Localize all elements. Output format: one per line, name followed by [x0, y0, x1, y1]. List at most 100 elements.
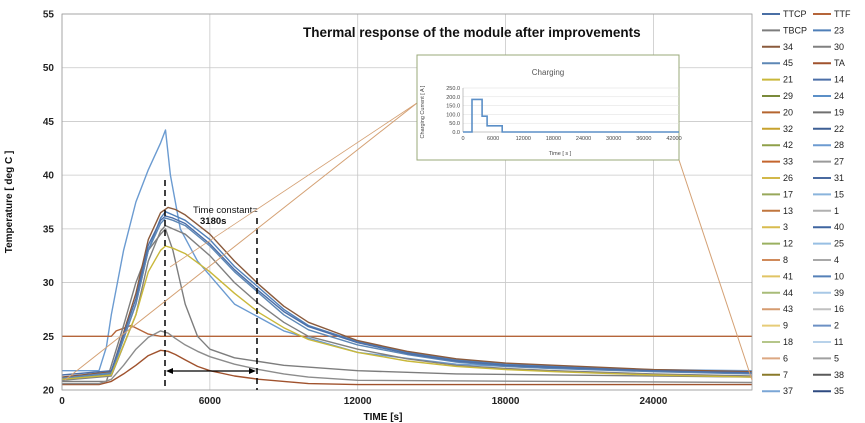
legend-label: 35: [834, 386, 844, 396]
time-constant-annotation: Time constant= 3180s: [164, 180, 258, 390]
legend-label: TA: [834, 58, 845, 68]
legend-label: 43: [783, 304, 793, 314]
legend-label: 40: [834, 222, 844, 232]
series-line-30: [61, 224, 753, 381]
series-line-21: [61, 245, 753, 380]
legend-label: 21: [783, 75, 793, 85]
inset-plot: 0.0 50.0 100.0 150.0 200.0 250.0 0 6000 12000 180…: [446, 86, 681, 142]
legend-label: 44: [783, 288, 793, 298]
y-tick-label: 20: [43, 386, 55, 397]
legend-label: 9: [783, 321, 788, 331]
series-line-ttcp: [62, 129, 753, 372]
inset-y-tick-label: 200.0: [446, 95, 460, 101]
legend-label: 1: [834, 206, 839, 216]
inset-series-line: [463, 98, 679, 133]
legend-label: 26: [783, 173, 793, 183]
time-constant-label: Time constant=: [193, 205, 258, 216]
legend-label: 45: [783, 58, 793, 68]
legend-label: 27: [834, 157, 844, 167]
inset-x-tick-label: 18000: [546, 136, 561, 142]
legend-label: 14: [834, 75, 844, 85]
arrow-head-left: [166, 368, 173, 374]
y-tick-label: 50: [43, 63, 55, 74]
inset-x-tick-label: 42000: [666, 136, 681, 142]
legend-label: 28: [834, 140, 844, 150]
series-line-tbcp: [62, 228, 753, 383]
legend-label: 10: [834, 271, 844, 281]
legend-label: 25: [834, 239, 844, 249]
x-axis-label: TIME [s]: [364, 412, 403, 423]
plot-frame: [61, 13, 753, 391]
legend-label: 18: [783, 337, 793, 347]
legend-label: 32: [783, 124, 793, 134]
legend-label: 17: [783, 189, 793, 199]
inset-title: Charging: [532, 68, 564, 77]
series-line-34: [61, 206, 753, 378]
y-tick-label: 35: [43, 224, 55, 235]
series-line-tbcp-low: [62, 330, 753, 385]
legend-label: 33: [783, 157, 793, 167]
series-line-ta: [62, 349, 752, 386]
legend-label: 3: [783, 222, 788, 232]
series-line-14: [61, 215, 753, 376]
inset-chart: Charging Time [ s ] Charging Current [ A…: [416, 54, 682, 161]
legend-label: 38: [834, 370, 844, 380]
legend-label: 7: [783, 370, 788, 380]
tick-labels: 20 25 30 35 40 45 50 55 0 6000 12000 18000 24000: [43, 10, 668, 408]
legend-label: 31: [834, 173, 844, 183]
legend-label: 16: [834, 304, 844, 314]
series-line-45: [61, 217, 753, 379]
connector-left: [64, 102, 418, 381]
legend-label: TTCP: [783, 9, 807, 19]
inset-y-tick-label: 100.0: [446, 112, 460, 118]
y-axis-label: Temperature [ deg C ]: [4, 151, 15, 254]
inset-y-tick-label: 250.0: [446, 86, 460, 92]
inset-connectors: [64, 102, 753, 381]
arrow-head-right: [249, 368, 256, 374]
legend-label: 12: [783, 239, 793, 249]
inset-x-tick-label: 0: [461, 136, 464, 142]
legend-label: 24: [834, 91, 844, 101]
chart-title: Thermal response of the module after imp…: [303, 25, 641, 40]
inset-y-label: Charging Current [ A ]: [420, 85, 426, 138]
time-constant-value: 3180s: [200, 216, 226, 227]
legend-label: 11: [834, 337, 843, 347]
legend-label: 13: [783, 206, 793, 216]
legend-label: TTF: [834, 9, 851, 19]
y-tick-label: 25: [43, 332, 55, 343]
y-tick-label: 30: [43, 278, 55, 289]
connector-mid: [169, 102, 418, 268]
inset-x-label: Time [ s ]: [549, 151, 572, 157]
legend-label: 5: [834, 353, 839, 363]
legend-label: 22: [834, 124, 844, 134]
series-group: [61, 129, 753, 386]
legend-label: 30: [834, 42, 844, 52]
x-tick-label: 18000: [492, 396, 520, 407]
inset-x-tick-label: 30000: [606, 136, 621, 142]
inset-y-tick-label: 150.0: [446, 104, 460, 110]
series-line-ttf: [62, 324, 752, 337]
legend-label: 29: [783, 91, 793, 101]
inset-x-tick-label: 12000: [516, 136, 531, 142]
legend-label: 6: [783, 353, 788, 363]
inset-x-tick-label: 36000: [636, 136, 651, 142]
legend-label: 41: [783, 271, 793, 281]
inset-x-tick-label: 6000: [487, 136, 499, 142]
legend-label: 39: [834, 288, 844, 298]
y-tick-label: 55: [43, 10, 55, 21]
legend-label: 37: [783, 386, 793, 396]
legend-label: 15: [834, 189, 844, 199]
x-tick-label: 0: [59, 396, 65, 407]
inset-y-tick-label: 0.0: [452, 130, 460, 136]
connector-right: [678, 159, 753, 381]
legend-label: TBCP: [783, 25, 807, 35]
legend-label: 20: [783, 107, 793, 117]
legend-label: 19: [834, 107, 844, 117]
y-tick-label: 40: [43, 171, 55, 182]
legend-label: 34: [783, 42, 793, 52]
legend-label: 42: [783, 140, 793, 150]
x-tick-label: 24000: [640, 396, 668, 407]
legend-label: 2: [834, 321, 839, 331]
